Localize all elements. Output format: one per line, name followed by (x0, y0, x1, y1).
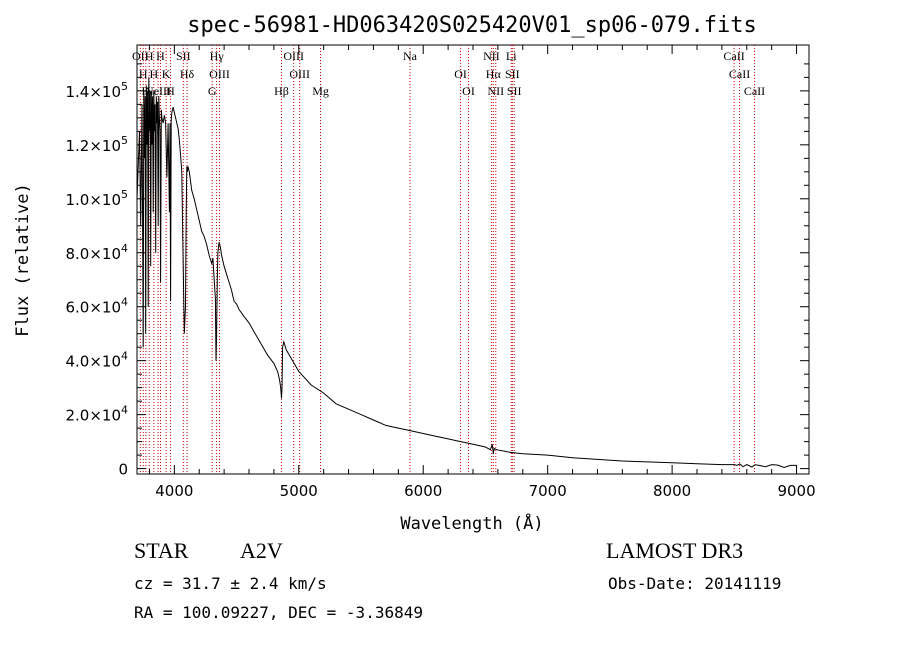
object-class: STAR (134, 538, 189, 563)
x-axis-label: Wavelength (Å) (400, 512, 543, 534)
y-tick-label: 6.0×104 (65, 296, 128, 317)
x-tick-label: 5000 (280, 482, 318, 500)
spectral-line-label: H (166, 84, 175, 98)
spectral-line-label: Hδ (180, 67, 195, 81)
y-tick-label: 2.0×104 (65, 404, 128, 425)
spectral-line-label: OI (462, 84, 475, 98)
x-tick-label: 9000 (777, 482, 815, 500)
y-tick-label: 4.0×104 (65, 350, 128, 371)
spectral-line-label: SII (176, 49, 191, 63)
spectral-line-label: CaII (723, 49, 744, 63)
spectral-line-label: Na (403, 49, 418, 63)
survey-name: LAMOST DR3 (606, 538, 744, 563)
spectral-line-label: OII (132, 49, 149, 63)
x-tick-label: 8000 (653, 482, 691, 500)
y-axis-ticks: 0 2.0×104 4.0×104 6.0×104 8.0×104 1.0×105 1.2×… (65, 63, 809, 479)
spectrum-line (136, 77, 797, 469)
spectral-subclass: A2V (240, 538, 283, 563)
x-axis-ticks: 4000 5000 6000 7000 8000 9000 (148, 45, 816, 500)
spectral-line-label: H (145, 49, 154, 63)
y-tick-label: 8.0×104 (65, 242, 128, 263)
spectral-line-label: CaII (744, 84, 765, 98)
y-axis-label: Flux (relative) (13, 183, 33, 337)
spectral-line-label: H (149, 67, 158, 81)
y-tick-label: 1.0×105 (65, 188, 128, 209)
y-tick-label: 0 (118, 461, 128, 479)
plot-frame (136, 44, 810, 475)
y-tick-label: 1.2×105 (65, 134, 128, 155)
spectral-line-label: G (208, 84, 217, 98)
spectral-line-label: OIII (289, 67, 310, 81)
spectral-line-label: OIII (283, 49, 304, 63)
chart-title: spec-56981-HD063420S025420V01_sp06-079.f… (187, 13, 757, 38)
spectral-line-label: OIII (209, 67, 230, 81)
spectral-line-label: CaII (729, 67, 750, 81)
redshift-value: cz = 31.7 ± 2.4 km/s (134, 574, 327, 593)
y-tick-label: 1.4×105 (65, 80, 128, 101)
spectral-line-label: Mg (312, 84, 329, 98)
coordinates: RA = 100.09227, DEC = -3.36849 (134, 603, 423, 622)
spectral-line-label: SII (507, 84, 522, 98)
spectral-line-label: H (156, 49, 165, 63)
spectral-line-label: K (162, 67, 171, 81)
x-tick-label: 7000 (529, 482, 567, 500)
spectral-line-label: Hγ (210, 49, 225, 63)
spectral-line-label: NII (483, 49, 500, 63)
x-tick-label: 4000 (155, 482, 193, 500)
spectral-line-label: NII (487, 84, 504, 98)
spectral-line-label: Li (506, 49, 517, 63)
spectral-line-label: Hα (486, 67, 502, 81)
line-markers (139, 45, 755, 474)
spectral-line-label: H (139, 67, 148, 81)
x-tick-label: 6000 (404, 482, 442, 500)
line-labels: OIIHHHHNeIIIHKHSIIHδGHγOIIIHβOIIIOIIIMgN… (132, 49, 765, 98)
spectral-line-label: SII (505, 67, 520, 81)
spectral-line-label: Hβ (274, 84, 289, 98)
observation-date: Obs-Date: 20141119 (608, 574, 782, 593)
spectral-line-label: OI (454, 67, 467, 81)
